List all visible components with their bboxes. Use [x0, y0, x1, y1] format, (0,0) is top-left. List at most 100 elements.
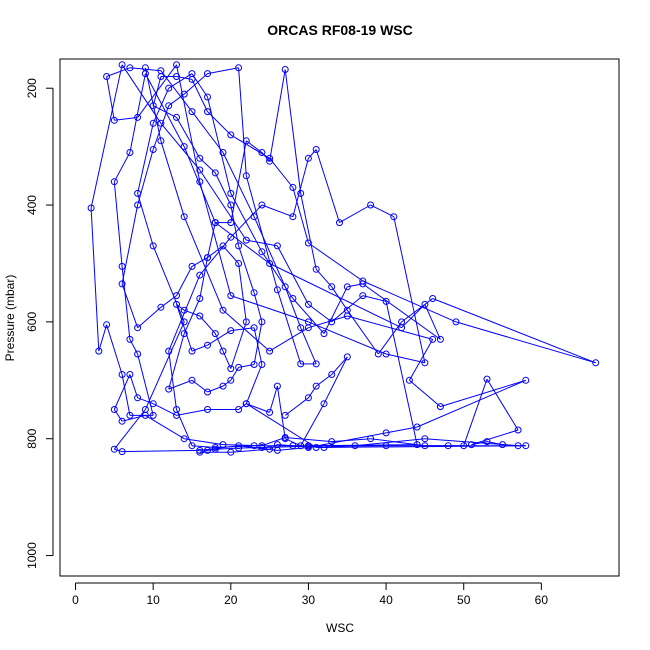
data-point [188, 347, 196, 355]
series-segment [113, 374, 131, 410]
series-segment [176, 64, 201, 182]
data-point [118, 280, 126, 288]
data-point [258, 248, 266, 256]
series-segment [269, 263, 402, 329]
data-point [173, 411, 180, 419]
data-point [444, 442, 452, 450]
data-point [157, 303, 165, 311]
series-segment [207, 330, 232, 346]
data-point [173, 61, 180, 69]
data-point [320, 400, 328, 408]
series-segment [308, 149, 317, 159]
data-point [211, 169, 219, 177]
data-point [141, 70, 149, 78]
series-segment [440, 379, 526, 408]
data-point [173, 300, 180, 308]
series-segment [114, 116, 138, 121]
data-point [250, 442, 258, 450]
y-tick-label: 400 [25, 195, 39, 215]
series-segment [106, 76, 115, 121]
data-point [110, 116, 118, 124]
series-segment [207, 67, 239, 75]
data-point [242, 318, 250, 326]
data-point [227, 292, 235, 300]
data-point [258, 444, 266, 451]
data-point [204, 406, 211, 413]
data-point [328, 438, 336, 446]
data-point [359, 280, 367, 288]
data-point [429, 295, 437, 302]
series-segment [160, 140, 185, 217]
data-point [103, 73, 111, 80]
data-point [204, 388, 211, 396]
series-segment [315, 268, 333, 288]
data-point [204, 108, 211, 116]
series-segment [121, 414, 146, 422]
series-segment [160, 70, 193, 112]
data-point [204, 93, 211, 101]
series-segment [362, 280, 457, 323]
series-segment [246, 403, 317, 448]
series-segment [261, 251, 294, 299]
data-point [320, 444, 328, 451]
data-point [390, 213, 398, 221]
data-point [188, 108, 196, 116]
data-point [134, 350, 142, 358]
data-point [188, 262, 196, 270]
data-point [266, 347, 274, 355]
x-tick-label: 0 [72, 593, 79, 607]
data-point [273, 242, 281, 250]
series-segment [331, 438, 371, 443]
series-segment [285, 437, 332, 443]
series-segment [129, 67, 161, 72]
series-segment [253, 327, 263, 365]
data-point [157, 119, 165, 127]
series-segment [463, 378, 488, 446]
series-segment [300, 327, 317, 365]
data-point [250, 213, 258, 221]
data-point [196, 271, 204, 279]
series-segment [222, 379, 232, 387]
series-segment [222, 152, 255, 217]
series-segment [253, 216, 286, 288]
series-segment [230, 367, 240, 381]
data-point [126, 64, 134, 72]
series-segment [284, 69, 302, 194]
x-axis-label: WSC [326, 621, 354, 635]
series-segment [331, 356, 348, 375]
data-point [289, 295, 297, 302]
data-point [343, 353, 351, 361]
data-point [134, 394, 142, 402]
series-segment [339, 204, 371, 224]
series-segment [152, 76, 162, 106]
data-point [235, 242, 243, 250]
data-point [281, 411, 289, 419]
data-point [149, 102, 157, 110]
data-point [242, 236, 250, 244]
data-point [173, 113, 180, 121]
data-point [359, 292, 367, 300]
data-point [289, 184, 297, 191]
data-point [258, 361, 266, 368]
data-point [149, 119, 157, 127]
series-segment [168, 379, 193, 390]
data-point [188, 442, 196, 450]
series-segment [393, 216, 426, 363]
data-point [522, 376, 530, 384]
series-segment [230, 327, 255, 332]
data-point [382, 429, 390, 437]
data-point [266, 260, 274, 267]
series-segment [308, 242, 364, 282]
series-segment [230, 448, 270, 453]
data-point [180, 435, 188, 443]
series-segment [230, 204, 240, 246]
data-point [304, 300, 312, 308]
data-point [328, 318, 336, 326]
data-point [235, 260, 243, 267]
data-point [180, 318, 188, 326]
data-point [382, 297, 390, 305]
data-point [126, 335, 134, 343]
data-point [227, 448, 235, 456]
data-point [250, 289, 258, 297]
data-point [165, 102, 173, 110]
